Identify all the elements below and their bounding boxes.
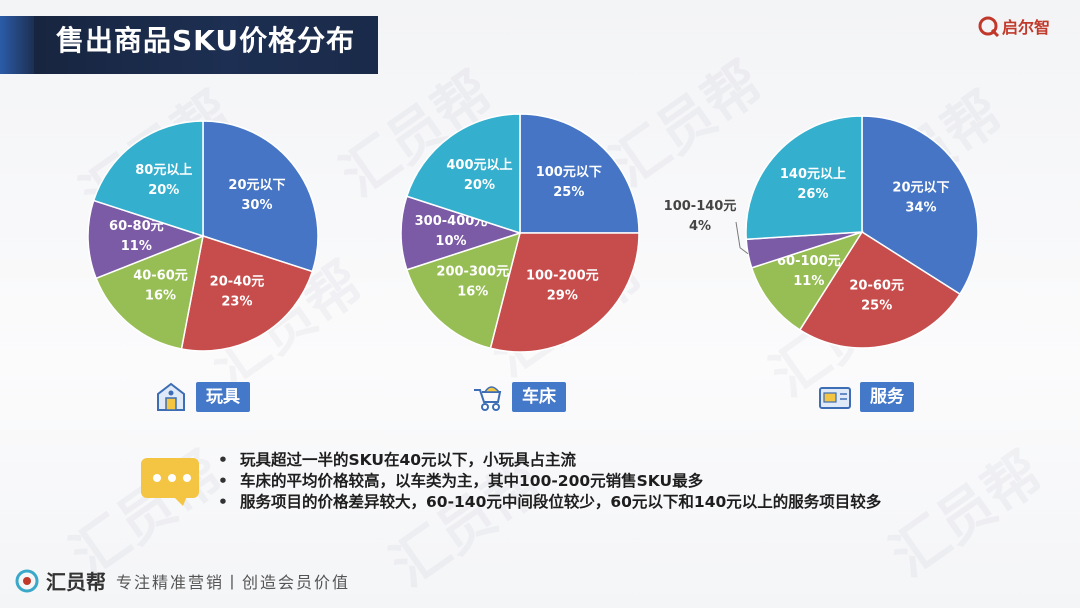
pie-slice [92, 120, 204, 238]
footer-brand: 汇员帮 [46, 570, 106, 594]
footer: 汇员帮 专注精准营销丨创造会员价值 [14, 566, 350, 595]
pie-slice [202, 120, 319, 273]
slice-percent: 11% [793, 274, 824, 289]
footer-logo-icon [15, 569, 39, 592]
slice-label: 20-60元 [849, 279, 904, 294]
title-bar [0, 16, 378, 74]
slice-percent: 20% [148, 183, 179, 198]
pie-slice [95, 234, 204, 350]
slice-label: 300-400元 [415, 214, 488, 229]
chat-bubble-icon [141, 458, 199, 506]
slice-label: 60-80元 [109, 219, 164, 234]
logo-text: 启尔智 [1002, 18, 1051, 37]
footer-slogan: 专注精准营销丨创造会员价值 [116, 572, 351, 592]
slice-percent: 23% [221, 294, 252, 309]
pie-slice [405, 231, 522, 350]
caption-services-label: 服务 [860, 382, 914, 412]
slice-label: 60-100元 [777, 254, 841, 269]
notes-list: 玩具超过一半的SKU在40元以下，小玩具占主流 车床的平均价格较高，以车类为主，… [214, 450, 881, 513]
slice-label: 40-60元 [133, 268, 188, 283]
stroller-icon [474, 386, 502, 411]
slice-label: 20元以下 [892, 181, 949, 196]
slice-percent: 16% [457, 284, 488, 299]
slice-percent: 25% [861, 299, 892, 314]
slice-percent: 30% [241, 198, 272, 213]
slice-label: 140元以上 [780, 167, 846, 182]
pie-slice [798, 230, 961, 349]
slice-label: 20-40元 [210, 274, 265, 289]
note-item: 服务项目的价格差异较大，60-140元中间段位较少，60元以下和140元以上的服… [214, 492, 881, 513]
note-item: 玩具超过一半的SKU在40元以下，小玩具占主流 [214, 450, 881, 471]
slice-label: 20元以下 [228, 178, 285, 193]
pie-slice [405, 113, 521, 235]
slice-percent: 10% [435, 234, 466, 249]
leader-line [735, 221, 749, 255]
pie-slice [180, 235, 314, 352]
slice-percent: 4% [689, 219, 711, 234]
slice-label: 100-140元 [664, 199, 737, 214]
pie-slice [400, 195, 523, 271]
brand-logo: 启尔智 [978, 14, 1050, 38]
pie-chart-toys: 20元以下 30% 20-40元 23% 40-60元 16% 60-80元 11% 80元以上… [87, 120, 319, 352]
page-title: 售出商品SKU价格分布 [56, 24, 356, 57]
slice-percent: 26% [797, 187, 828, 202]
slice-percent: 11% [121, 239, 152, 254]
caption-strollers-label: 车床 [512, 382, 566, 412]
note-item: 车床的平均价格较高，以车类为主，其中100-200元销售SKU最多 [214, 471, 881, 492]
toy-house-icon [157, 382, 185, 411]
pie-slice [87, 199, 206, 280]
pie-slice [745, 115, 863, 241]
slice-percent: 34% [905, 201, 936, 216]
caption-strollers: 车床 [470, 380, 566, 414]
caption-services: 服务 [818, 380, 914, 414]
slice-percent: 29% [547, 289, 578, 304]
slice-label: 200-300元 [436, 264, 509, 279]
slice-label: 400元以上 [446, 158, 512, 173]
pie-chart-strollers: 100元以下 25% 100-200元 29% 200-300元 16% 300-400元 1… [400, 113, 640, 353]
slice-label: 100-200元 [526, 269, 599, 284]
slice-label: 100元以下 [536, 165, 602, 180]
slice-percent: 25% [553, 185, 584, 200]
pie-slice [750, 230, 864, 331]
caption-toys: 玩具 [154, 380, 250, 414]
pie-slice [489, 232, 640, 353]
pie-chart-services: 20元以下 34% 20-60元 25% 60-100元 11% 100-140元 4% 140… [664, 115, 979, 349]
pie-slice [519, 113, 640, 234]
caption-toys-label: 玩具 [196, 382, 250, 412]
slice-percent: 20% [464, 178, 495, 193]
slice-label: 80元以上 [135, 163, 192, 178]
title-accent-stripe [0, 16, 34, 74]
logo-mark-icon [978, 16, 1000, 37]
slice-percent: 16% [145, 288, 176, 303]
service-card-icon [819, 387, 851, 409]
